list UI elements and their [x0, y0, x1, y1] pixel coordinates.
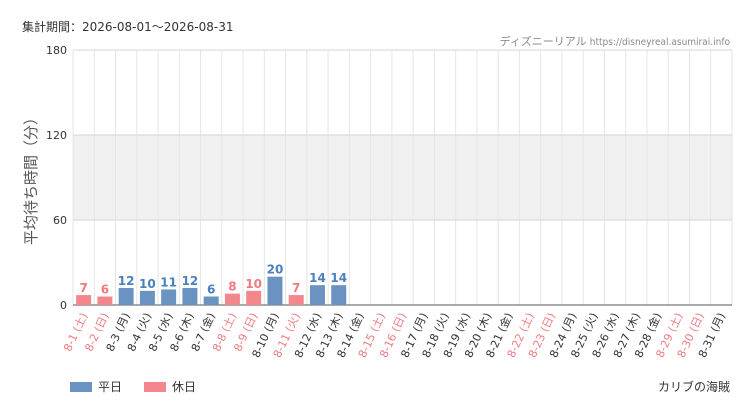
bar-value-label: 7: [79, 281, 87, 295]
bar-value-label: 8: [228, 280, 236, 294]
bar-value-label: 14: [309, 271, 326, 285]
y-tick-label: 0: [60, 299, 67, 312]
site-credit[interactable]: ディズニーリアル https://disneyreal.asumirai.inf…: [500, 33, 730, 49]
period-label: 集計期間：2026-08-01～2026-08-31: [22, 20, 234, 34]
y-tick-label: 60: [53, 214, 67, 227]
bar-value-label: 6: [101, 283, 109, 297]
legend-weekday-label: 平日: [98, 380, 123, 394]
site-url[interactable]: https://disneyreal.asumirai.info: [589, 37, 730, 48]
bar-weekday[interactable]: [182, 288, 198, 305]
bar-value-label: 11: [160, 275, 177, 289]
bar-value-label: 6: [207, 283, 215, 297]
bar-weekday[interactable]: [203, 296, 219, 306]
bar-value-label: 10: [139, 277, 156, 291]
grid-band: [73, 135, 732, 220]
bar-value-label: 12: [182, 274, 199, 288]
attraction-name: カリブの海賊: [657, 380, 730, 394]
bar-holiday[interactable]: [246, 290, 262, 305]
bar-value-label: 20: [267, 263, 284, 277]
legend-holiday-label: 休日: [172, 380, 197, 394]
site-name: ディズニーリアル: [499, 35, 587, 48]
bar-weekday[interactable]: [161, 289, 177, 305]
legend-weekday-swatch: [70, 381, 92, 392]
legend-weekday: 平日: [70, 378, 122, 395]
bar-weekday[interactable]: [309, 285, 325, 305]
y-axis-label: 平均待ち時間（分）: [22, 110, 40, 245]
bar-weekday[interactable]: [267, 276, 283, 305]
bar-holiday[interactable]: [97, 296, 113, 306]
legend-holiday: 休日: [144, 378, 196, 395]
y-tick-label: 120: [46, 129, 67, 142]
y-tick-label: 180: [46, 44, 67, 57]
chart-legend: 平日 休日: [70, 378, 196, 395]
bar-holiday[interactable]: [224, 293, 240, 305]
bar-weekday[interactable]: [118, 288, 134, 305]
bar-value-label: 7: [292, 281, 300, 295]
bar-weekday[interactable]: [139, 290, 155, 305]
bar-weekday[interactable]: [331, 285, 347, 305]
bar-holiday[interactable]: [76, 295, 92, 305]
bar-value-label: 12: [118, 274, 135, 288]
bar-holiday[interactable]: [288, 295, 304, 305]
legend-holiday-swatch: [144, 381, 167, 392]
bar-value-label: 10: [245, 277, 262, 291]
bar-value-label: 14: [330, 271, 347, 285]
